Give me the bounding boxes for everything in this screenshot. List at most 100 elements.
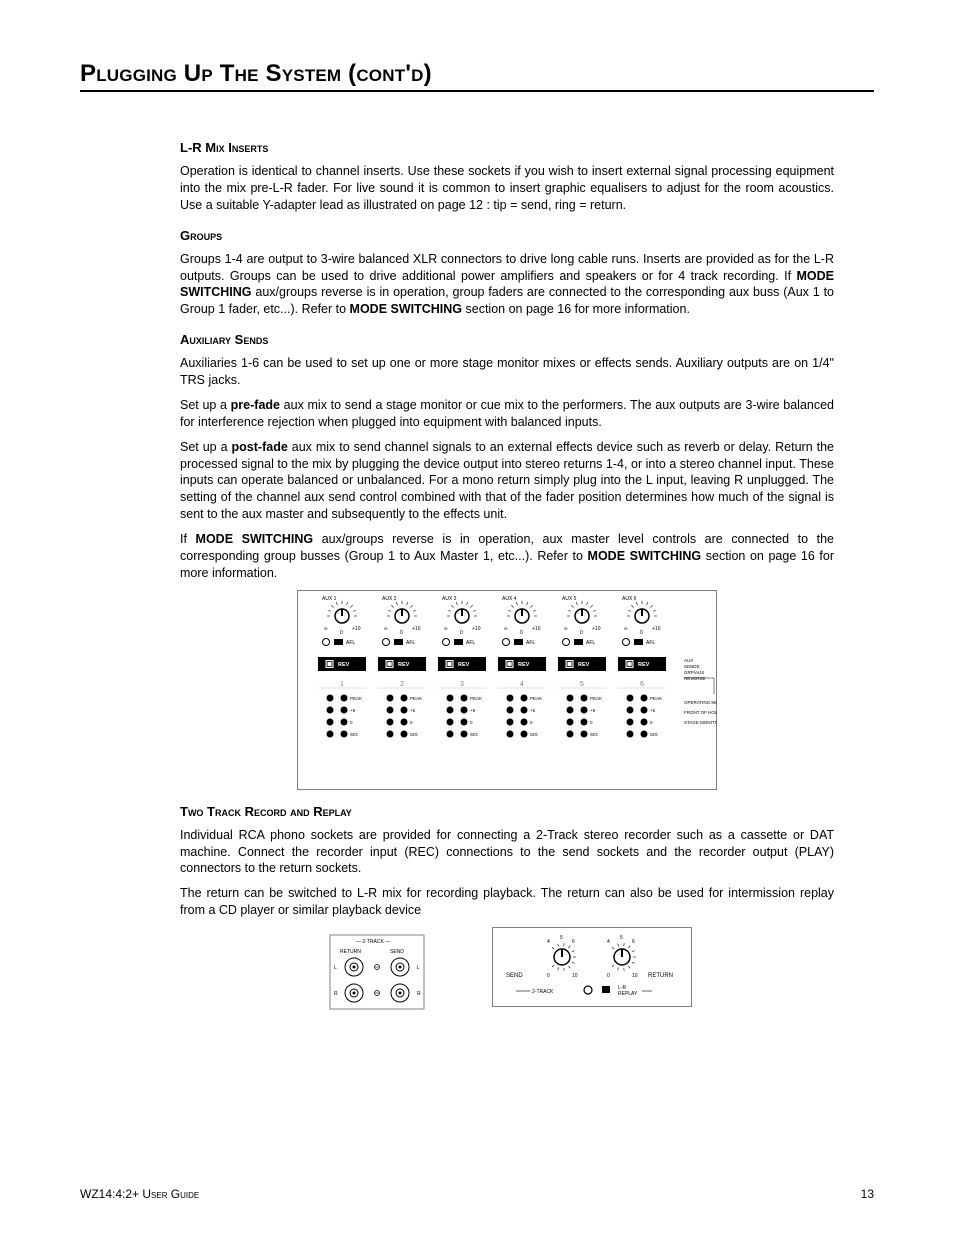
svg-text:AFL: AFL [466,640,475,646]
two-track-controls-diagram: 456456SEND010010RETURN2-TRACKL-RREPLAY [492,927,692,1007]
svg-text:0: 0 [547,973,550,979]
svg-text:+6: +6 [410,708,416,713]
svg-text:REV: REV [518,662,530,668]
svg-text:PEAK: PEAK [650,696,662,701]
svg-text:+10: +10 [472,626,481,632]
content-column: L-R Mix Inserts Operation is identical t… [180,140,834,1017]
svg-text:4: 4 [607,939,610,945]
bold: MODE SWITCHING [588,549,702,563]
svg-text:SIG: SIG [530,732,538,737]
svg-text:REV: REV [458,662,470,668]
svg-text:AFL: AFL [346,640,355,646]
svg-text:AUX 5: AUX 5 [562,596,577,602]
svg-text:∞: ∞ [384,626,388,632]
aux-sends-diagram: AUX 1∞0+10AFLREV1PEAK+60SIGAUX 2∞0+10AFL… [297,590,717,790]
svg-text:GRP/AUX: GRP/AUX [684,670,704,675]
bold: MODE SWITCHING [196,532,314,546]
svg-text:0: 0 [640,630,643,636]
svg-text:REV: REV [338,662,350,668]
svg-text:AFL: AFL [586,640,595,646]
two-track-diagrams: — 2-TRACK —RETURNSENDLLRR 456456SEND0100… [180,927,834,1017]
svg-text:PEAK: PEAK [410,696,422,701]
svg-text:RETURN: RETURN [648,973,673,979]
heading-two-track: Two Track Record and Replay [180,804,834,819]
page-title: Plugging Up The System (cont'd) [80,60,874,92]
svg-text:10: 10 [632,973,638,979]
svg-text:AUX 6: AUX 6 [622,596,637,602]
svg-text:AUX 2: AUX 2 [382,596,397,602]
svg-text:4: 4 [547,939,550,945]
two-track-sockets-diagram: — 2-TRACK —RETURNSENDLLRR [322,927,432,1017]
svg-text:L: L [334,965,337,971]
svg-text:RETURN: RETURN [340,949,361,955]
svg-text:PEAK: PEAK [470,696,482,701]
svg-text:REV: REV [398,662,410,668]
svg-text:PEAK: PEAK [350,696,362,701]
svg-text:SEND: SEND [390,949,404,955]
svg-text:AFL: AFL [526,640,535,646]
svg-text:AUX 1: AUX 1 [322,596,337,602]
svg-text:FRONT OF HOUSE: FRONT OF HOUSE [684,710,717,715]
svg-text:5: 5 [560,935,563,941]
svg-text:PEAK: PEAK [530,696,542,701]
svg-text:REV: REV [638,662,650,668]
svg-text:∞: ∞ [504,626,508,632]
svg-text:6: 6 [632,939,635,945]
svg-text:0: 0 [520,630,523,636]
svg-text:SIG: SIG [590,732,598,737]
svg-text:+6: +6 [350,708,356,713]
svg-text:∞: ∞ [444,626,448,632]
svg-text:PEAK: PEAK [590,696,602,701]
svg-text:+10: +10 [652,626,661,632]
svg-text:AFL: AFL [406,640,415,646]
page-footer: WZ14:4:2+ User Guide 13 [80,1187,874,1201]
svg-text:5: 5 [580,681,584,688]
svg-text:∞: ∞ [624,626,628,632]
svg-text:4: 4 [520,681,524,688]
svg-text:R: R [417,991,421,997]
svg-text:SIG: SIG [350,732,358,737]
para-aux-4: If MODE SWITCHING aux/groups reverse is … [180,531,834,582]
svg-text:+10: +10 [412,626,421,632]
text: section on page 16 for more information. [462,302,690,316]
text: Groups 1-4 are output to 3-wire balanced… [180,252,834,283]
bold: MODE SWITCHING [350,302,463,316]
text: Set up a [180,398,231,412]
svg-text:OPERATING MODE: OPERATING MODE [684,700,717,705]
svg-text:2: 2 [400,681,404,688]
svg-text:10: 10 [572,973,578,979]
para-aux-1: Auxiliaries 1-6 can be used to set up on… [180,355,834,389]
svg-text:+6: +6 [470,708,476,713]
heading-lr-mix-inserts: L-R Mix Inserts [180,140,834,155]
svg-text:3: 3 [460,681,464,688]
svg-text:SIG: SIG [410,732,418,737]
svg-text:SIG: SIG [650,732,658,737]
svg-text:+6: +6 [650,708,656,713]
svg-text:6: 6 [640,681,644,688]
svg-text:+6: +6 [530,708,536,713]
svg-text:AUX 3: AUX 3 [442,596,457,602]
svg-text:+6: +6 [590,708,596,713]
aux-diagram-wrap: AUX 1∞0+10AFLREV1PEAK+60SIGAUX 2∞0+10AFL… [180,590,834,790]
svg-text:AFL: AFL [646,640,655,646]
svg-text:L: L [417,965,420,971]
heading-groups: Groups [180,228,834,243]
svg-text:AUX 4: AUX 4 [502,596,517,602]
svg-text:+10: +10 [352,626,361,632]
svg-text:0: 0 [340,630,343,636]
para-aux-3: Set up a post-fade aux mix to send chann… [180,439,834,523]
svg-text:STAGE MONITOR: STAGE MONITOR [684,720,717,725]
svg-text:∞: ∞ [564,626,568,632]
text: If [180,532,196,546]
svg-text:REPLAY: REPLAY [618,991,638,997]
bold: post-fade [232,440,288,454]
svg-text:SENDS: SENDS [684,664,700,669]
page: Plugging Up The System (cont'd) L-R Mix … [0,0,954,1235]
svg-text:∞: ∞ [324,626,328,632]
svg-text:5: 5 [620,935,623,941]
para-aux-2: Set up a pre-fade aux mix to send a stag… [180,397,834,431]
svg-text:+10: +10 [532,626,541,632]
svg-text:SIG: SIG [470,732,478,737]
svg-text:REV: REV [578,662,590,668]
svg-text:SEND: SEND [506,973,523,979]
